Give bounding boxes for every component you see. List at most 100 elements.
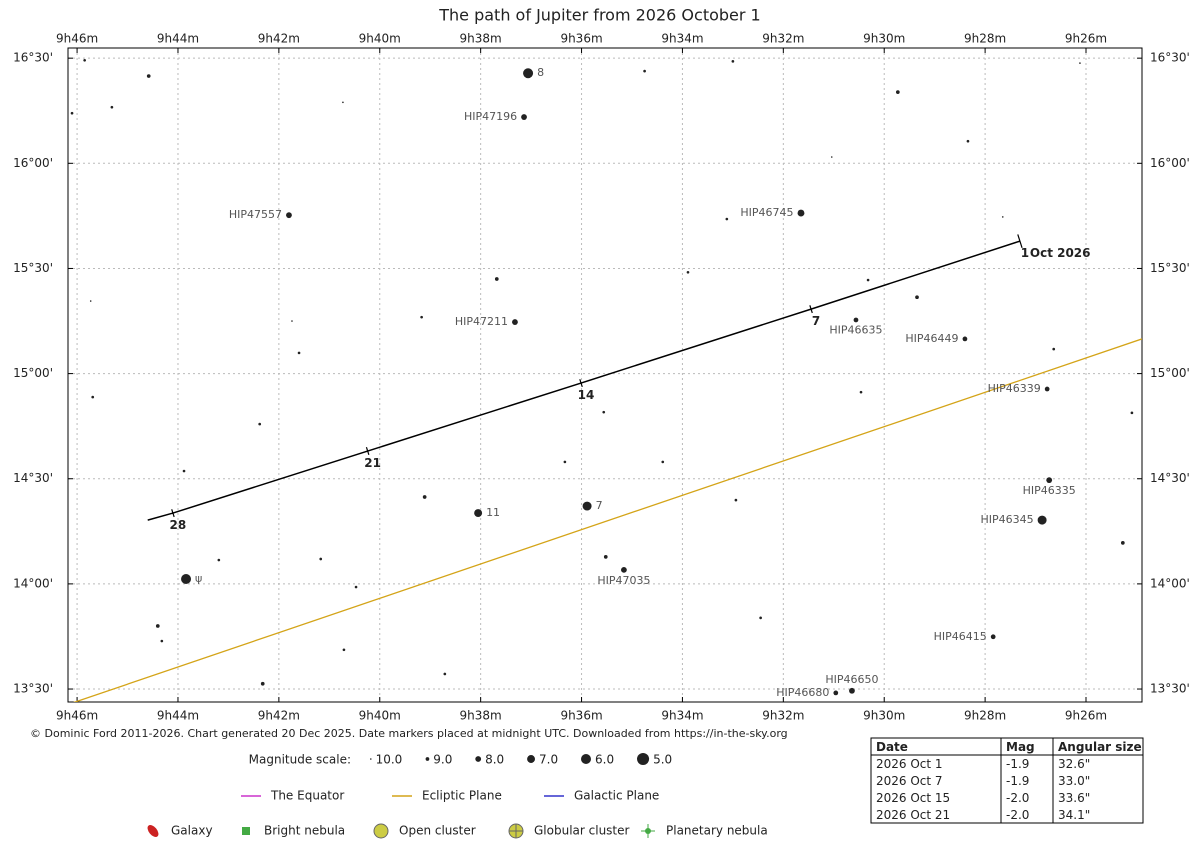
planetary-nebula-cross — [641, 824, 655, 838]
star-label: HIP46345 — [980, 513, 1033, 526]
star-label: HIP46335 — [1023, 484, 1076, 497]
legend-label: Ecliptic Plane — [422, 789, 502, 803]
legend-label: Globular cluster — [534, 824, 630, 838]
star — [915, 295, 919, 300]
star — [354, 585, 358, 589]
table-cell: 32.6" — [1058, 757, 1090, 771]
star — [342, 648, 346, 652]
nebula-icon — [242, 827, 250, 835]
star-label: HIP46680 — [776, 686, 829, 699]
star-label: 8 — [537, 66, 544, 79]
x-tick-label: 9h34m — [661, 709, 703, 723]
magnitude-sample-label: 7.0 — [539, 753, 558, 767]
date-label: 28 — [170, 518, 187, 532]
star — [990, 634, 996, 640]
date-marker — [365, 447, 370, 456]
star — [849, 687, 855, 694]
star — [181, 573, 192, 584]
magnitude-sample-label: 8.0 — [485, 753, 504, 767]
x-tick-label: 9h40m — [359, 709, 401, 723]
star-label: 7 — [596, 499, 603, 512]
x-tick-label: 9h36m — [560, 32, 602, 46]
star — [895, 90, 900, 95]
star-label: HIP46650 — [825, 673, 878, 686]
star — [603, 555, 608, 559]
star — [91, 395, 95, 399]
star — [582, 501, 592, 511]
x-tick-label: 9h38m — [460, 709, 502, 723]
star-label: HIP46635 — [829, 323, 882, 336]
star — [1044, 386, 1050, 392]
star — [602, 410, 606, 414]
x-tick-label: 9h38m — [460, 32, 502, 46]
star — [966, 139, 970, 143]
star — [297, 351, 301, 355]
star — [859, 390, 863, 394]
star — [342, 101, 344, 104]
x-tick-label: 9h36m — [560, 709, 602, 723]
star — [759, 616, 762, 620]
star — [217, 558, 221, 562]
star-label: HIP47035 — [597, 574, 650, 587]
credit: © Dominic Ford 2011-2026. Chart generate… — [30, 727, 788, 740]
plot-frame — [67, 47, 1143, 703]
legend-label: Galactic Plane — [574, 789, 659, 803]
star — [1001, 216, 1004, 218]
star-label: HIP46415 — [934, 630, 987, 643]
star — [160, 639, 164, 643]
ecliptic-line — [73, 338, 1142, 702]
table-cell: -1.9 — [1006, 774, 1029, 788]
star — [443, 672, 447, 676]
x-tick-label: 9h30m — [863, 32, 905, 46]
x-tick-label: 9h30m — [863, 709, 905, 723]
star-label: HIP47557 — [229, 208, 282, 221]
magnitude-sample-label: 9.0 — [433, 753, 452, 767]
star — [621, 566, 627, 573]
magnitude-sample-label: 5.0 — [653, 753, 672, 767]
table-header: Date — [876, 740, 908, 754]
star — [833, 690, 839, 696]
table-frame — [870, 737, 1144, 824]
x-tick-label: 9h34m — [661, 32, 703, 46]
star — [1046, 477, 1053, 484]
date-marker — [1017, 234, 1023, 248]
magnitude-sample — [370, 758, 372, 760]
star-label: HIP47211 — [455, 315, 508, 328]
star — [962, 336, 968, 342]
legend-label: Galaxy — [171, 824, 213, 838]
magnitude-sample-label: 10.0 — [376, 753, 403, 767]
magnitude-sample — [527, 755, 535, 763]
star — [643, 69, 646, 73]
x-tick-label: 9h44m — [157, 709, 199, 723]
date-label: 21 — [364, 456, 381, 470]
date-label: 1 — [1021, 246, 1029, 260]
star-label: HIP46339 — [988, 382, 1041, 395]
legend-label: The Equator — [270, 789, 344, 803]
star-label: HIP46449 — [905, 332, 958, 345]
star — [523, 68, 534, 79]
table-header: Mag — [1006, 740, 1035, 754]
star — [258, 422, 262, 426]
y-tick-label: 14°30' — [1150, 471, 1190, 485]
x-tick-label: 9h42m — [258, 32, 300, 46]
star — [1079, 62, 1081, 64]
x-tick-label: 9h28m — [964, 32, 1006, 46]
star — [830, 156, 833, 158]
star — [512, 319, 518, 325]
magnitude-sample-label: 6.0 — [595, 753, 614, 767]
star — [70, 111, 74, 115]
star — [1037, 515, 1047, 525]
table-cell: -1.9 — [1006, 757, 1029, 771]
table-cell: 2026 Oct 21 — [876, 808, 950, 822]
y-tick-label: 16°00' — [13, 156, 53, 170]
star — [734, 498, 738, 502]
open-cluster-icon — [373, 823, 389, 839]
date-label: 7 — [812, 314, 820, 328]
y-tick-label: 15°30' — [13, 261, 53, 275]
table-cell: 34.1" — [1058, 808, 1090, 822]
y-tick-label: 14°00' — [13, 576, 53, 590]
star — [725, 217, 729, 221]
month-label: Oct 2026 — [1030, 246, 1091, 260]
